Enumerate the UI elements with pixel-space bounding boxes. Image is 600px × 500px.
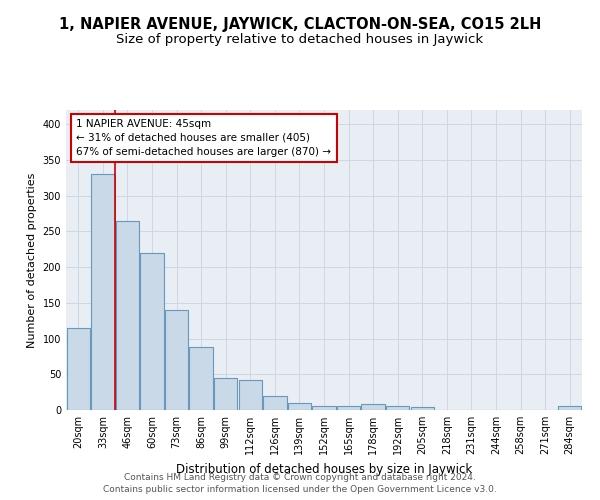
Y-axis label: Number of detached properties: Number of detached properties <box>27 172 37 348</box>
Text: 1 NAPIER AVENUE: 45sqm
← 31% of detached houses are smaller (405)
67% of semi-de: 1 NAPIER AVENUE: 45sqm ← 31% of detached… <box>76 119 331 157</box>
Bar <box>239 380 262 410</box>
Bar <box>558 406 581 410</box>
Text: Contains public sector information licensed under the Open Government Licence v3: Contains public sector information licen… <box>103 485 497 494</box>
Bar <box>361 404 385 410</box>
Bar <box>214 378 238 410</box>
Bar <box>67 328 90 410</box>
Bar <box>165 310 188 410</box>
Bar <box>263 396 287 410</box>
Bar <box>337 406 360 410</box>
Text: Contains HM Land Registry data © Crown copyright and database right 2024.: Contains HM Land Registry data © Crown c… <box>124 472 476 482</box>
Bar <box>91 174 115 410</box>
Bar <box>116 220 139 410</box>
Bar <box>313 406 335 410</box>
Text: 1, NAPIER AVENUE, JAYWICK, CLACTON-ON-SEA, CO15 2LH: 1, NAPIER AVENUE, JAYWICK, CLACTON-ON-SE… <box>59 18 541 32</box>
Bar <box>190 347 213 410</box>
Bar <box>288 403 311 410</box>
Bar <box>140 253 164 410</box>
Bar <box>386 406 409 410</box>
Bar <box>410 407 434 410</box>
X-axis label: Distribution of detached houses by size in Jaywick: Distribution of detached houses by size … <box>176 462 472 475</box>
Text: Size of property relative to detached houses in Jaywick: Size of property relative to detached ho… <box>116 32 484 46</box>
